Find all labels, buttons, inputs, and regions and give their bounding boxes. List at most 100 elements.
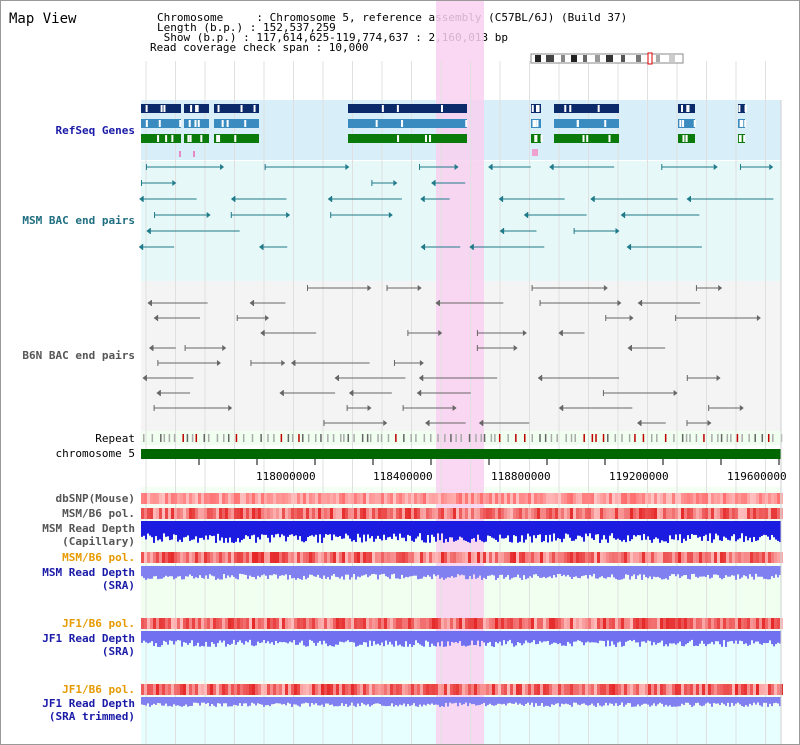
read-depth-bar <box>175 631 177 642</box>
read-depth-bar <box>391 697 393 704</box>
ideogram-band <box>583 55 587 62</box>
read-depth-bar <box>197 631 199 643</box>
heat-cell <box>597 618 600 629</box>
heat-cell <box>387 684 390 695</box>
read-depth-bar <box>397 697 399 707</box>
repeat-element <box>403 434 405 442</box>
read-depth-bar <box>395 521 397 537</box>
read-depth-bar <box>263 631 265 640</box>
heat-cell <box>690 684 693 695</box>
read-depth-bar <box>721 566 723 580</box>
read-depth-bar <box>305 566 307 580</box>
read-depth-bar <box>415 566 417 576</box>
read-depth-bar <box>245 521 247 536</box>
repeat-element <box>173 434 176 442</box>
read-depth-bar <box>699 697 701 706</box>
heat-cell <box>468 493 471 504</box>
read-depth-bar <box>401 697 403 706</box>
heat-cell <box>606 493 609 504</box>
read-depth-bar <box>151 697 153 706</box>
heat-cell <box>441 508 444 519</box>
read-depth-bar <box>565 697 567 704</box>
read-depth-bar <box>189 631 191 644</box>
read-depth-bar <box>231 697 233 707</box>
heat-cell <box>453 552 456 563</box>
read-depth-bar <box>663 697 665 707</box>
read-depth-bar <box>775 521 777 540</box>
read-depth-bar <box>431 697 433 704</box>
read-depth-bar <box>279 697 281 704</box>
heat-cell <box>747 508 750 519</box>
read-depth-bar <box>755 631 757 642</box>
heat-cell <box>645 493 648 504</box>
heat-cell <box>522 552 525 563</box>
read-depth-bar <box>291 566 293 579</box>
heat-cell <box>255 508 258 519</box>
heat-cell <box>465 552 468 563</box>
read-depth-bar <box>599 697 601 706</box>
read-depth-bar <box>759 697 761 706</box>
heat-cell <box>165 684 168 695</box>
heat-cell <box>522 684 525 695</box>
heat-cell <box>375 552 378 563</box>
read-depth-bar <box>771 631 773 645</box>
read-depth-bar <box>439 631 441 647</box>
heat-cell <box>342 684 345 695</box>
read-depth-bar <box>699 631 701 644</box>
read-depth-bar <box>173 566 175 580</box>
read-depth-bar <box>569 521 571 538</box>
repeat-element <box>556 434 558 442</box>
heat-cell <box>711 508 714 519</box>
read-depth-bar <box>143 631 145 641</box>
read-depth-bar <box>341 566 343 577</box>
read-depth-bar <box>609 566 611 578</box>
heat-cell <box>552 493 555 504</box>
read-depth-bar <box>313 566 315 577</box>
heat-cell <box>198 508 201 519</box>
heat-cell <box>654 508 657 519</box>
read-depth-bar <box>675 697 677 707</box>
read-depth-bar <box>723 521 725 537</box>
read-depth-bar <box>585 697 587 705</box>
heat-cell <box>678 493 681 504</box>
read-depth-bar <box>277 566 279 579</box>
heat-cell <box>246 618 249 629</box>
heat-cell <box>555 493 558 504</box>
heat-cell <box>720 684 723 695</box>
read-depth-bar <box>141 697 143 705</box>
read-depth-bar <box>685 521 687 541</box>
gene-gap <box>685 135 688 142</box>
heat-cell <box>768 508 771 519</box>
read-depth-bar <box>485 566 487 580</box>
read-depth-bar <box>607 631 609 641</box>
heat-cell <box>273 552 276 563</box>
read-depth-bar <box>287 566 289 580</box>
heat-cell <box>480 618 483 629</box>
heat-cell <box>447 618 450 629</box>
read-depth-bar <box>343 697 345 707</box>
heat-cell <box>375 618 378 629</box>
repeat-element <box>207 434 210 442</box>
ideogram-position-marker <box>647 52 653 65</box>
heat-cell <box>519 618 522 629</box>
heat-cell <box>660 493 663 504</box>
read-depth-bar <box>461 631 463 646</box>
read-depth-bar <box>295 566 297 580</box>
read-depth-bar <box>619 697 621 705</box>
read-depth-bar <box>451 697 453 704</box>
read-depth-bar <box>523 566 525 576</box>
heat-cell <box>630 618 633 629</box>
read-depth-bar <box>317 566 319 575</box>
heat-cell <box>321 684 324 695</box>
read-depth-bar <box>577 697 579 705</box>
read-depth-bar <box>193 566 195 579</box>
heat-cell <box>393 684 396 695</box>
heat-cell <box>147 493 150 504</box>
read-depth-bar <box>311 697 313 704</box>
heat-cell <box>462 508 465 519</box>
read-depth-bar <box>299 697 301 707</box>
heat-cell <box>234 552 237 563</box>
read-depth-bar <box>189 521 191 541</box>
heat-cell <box>489 493 492 504</box>
